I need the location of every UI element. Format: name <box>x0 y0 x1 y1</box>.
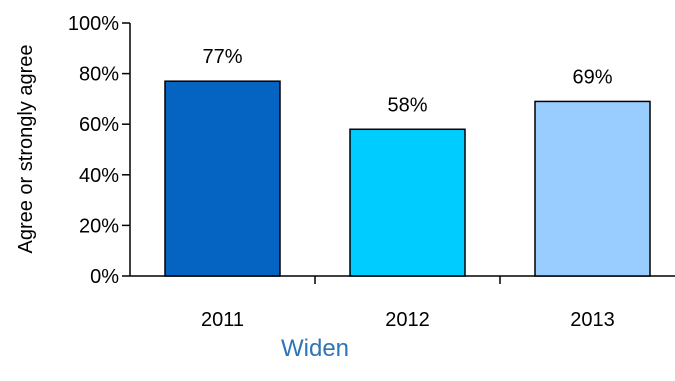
bar <box>534 100 651 277</box>
data-label: 69% <box>572 66 612 88</box>
y-tick-label: 40% <box>79 165 119 187</box>
plot-area: 0% 20% 40% 60% 80% 100% 77% 2011 58% 2012 69% 2013 <box>68 13 675 331</box>
y-tick-label: 60% <box>79 114 119 136</box>
bar <box>349 128 466 277</box>
y-tick-label: 80% <box>79 64 119 86</box>
x-tick-label: 2011 <box>201 309 244 331</box>
x-axis-label: Widen <box>281 335 349 362</box>
data-label: 58% <box>387 94 427 116</box>
bar <box>164 80 281 277</box>
y-axis-label: Agree or strongly agree <box>15 44 37 253</box>
x-tick-label: 2013 <box>570 309 615 331</box>
data-label: 77% <box>202 46 242 68</box>
x-tick-label: 2012 <box>385 309 430 331</box>
y-tick-label: 20% <box>79 215 119 237</box>
y-tick-label: 0% <box>90 266 119 288</box>
y-tick-label: 100% <box>68 13 119 35</box>
